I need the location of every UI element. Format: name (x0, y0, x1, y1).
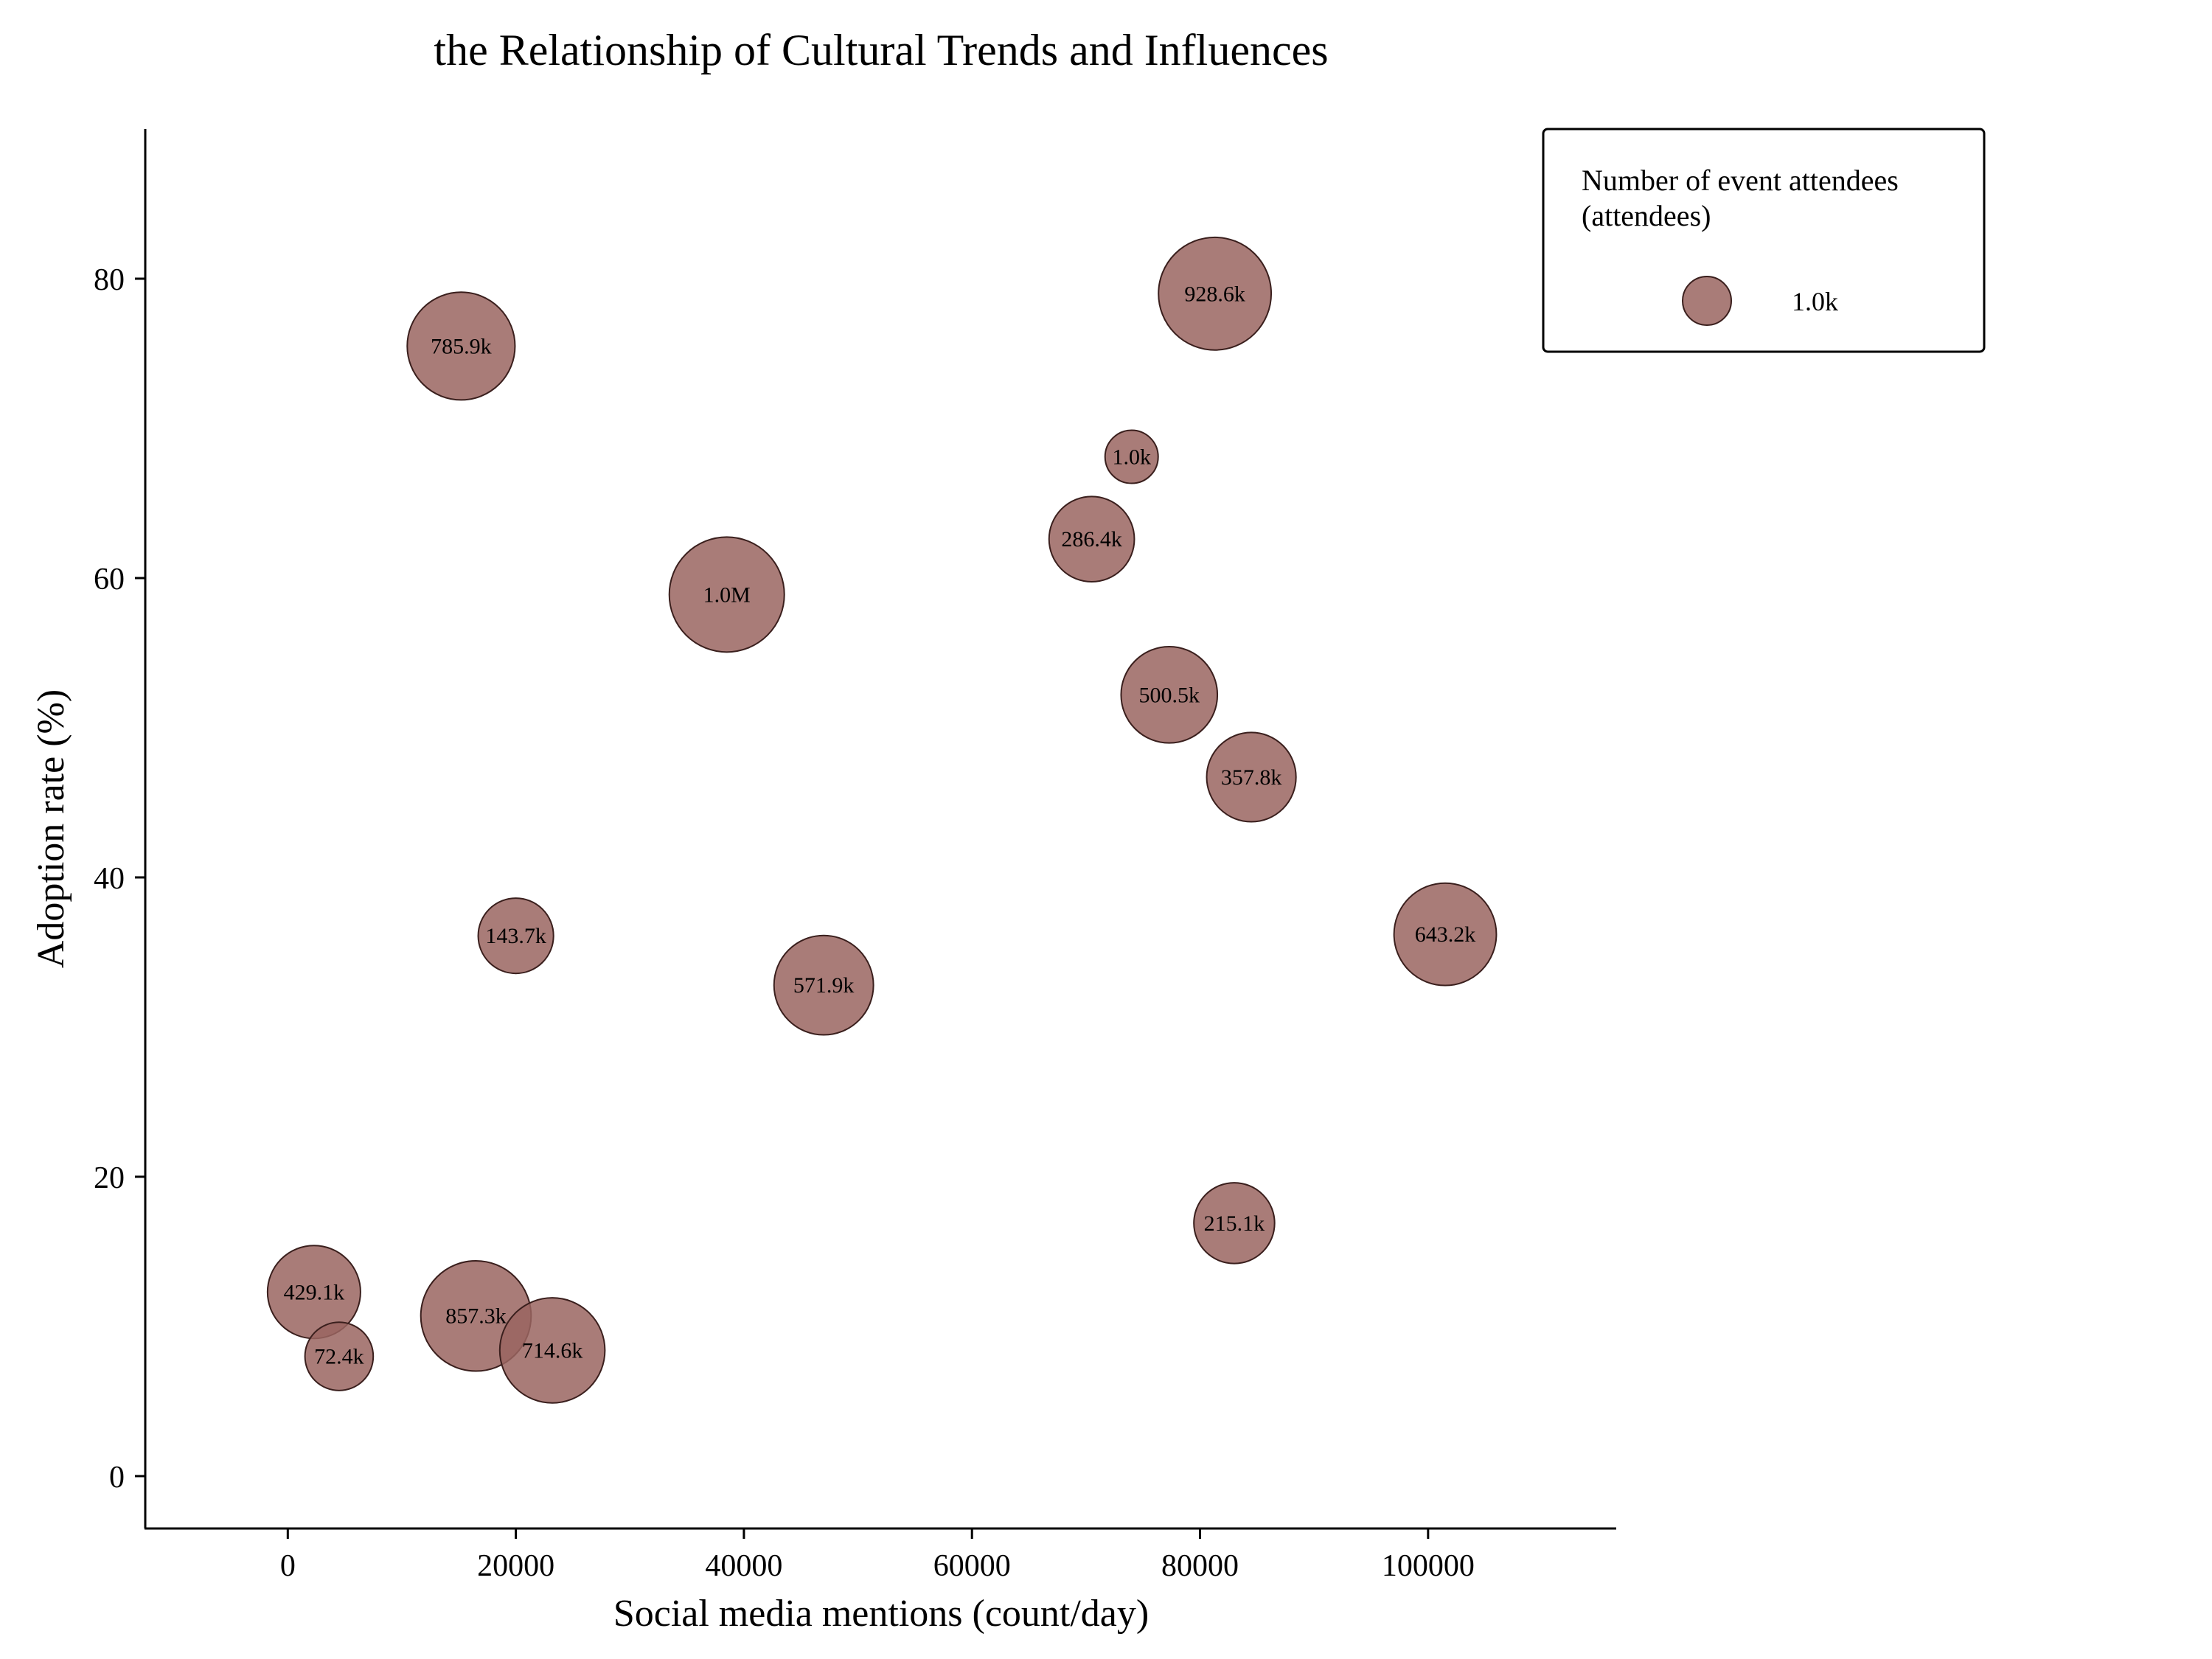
legend-title-line1: Number of event attendees (1582, 164, 1899, 197)
bubble-data-label: 714.6k (522, 1338, 583, 1363)
bubble-series: 785.9k 928.6k 1.0k 286.4k 1.0M 500.5k 357.8k 64… (266, 236, 1498, 1404)
y-tick-label: 80 (94, 263, 125, 297)
x-tick-label: 40000 (705, 1549, 782, 1583)
bubble-point (1104, 429, 1159, 484)
bubble-point (1193, 1182, 1276, 1265)
bubble-point (477, 897, 554, 975)
bubble-data-label: 286.4k (1061, 527, 1122, 552)
bubble-data-label: 215.1k (1204, 1211, 1265, 1236)
legend-marker (1682, 276, 1732, 326)
legend: Number of event attendees (attendees) 1.… (1542, 128, 1986, 353)
y-tick-label: 20 (94, 1161, 125, 1195)
bubble-data-label: 429.1k (284, 1280, 345, 1304)
bubble-point (406, 291, 516, 401)
y-tick-label: 40 (94, 862, 125, 896)
bubble-data-label: 72.4k (314, 1345, 364, 1369)
bubble-data-label: 357.8k (1221, 765, 1282, 790)
bubble-point (1120, 646, 1219, 744)
bubble-point (1393, 882, 1498, 987)
x-ticks: 0 20000 40000 60000 80000 100000 (280, 1528, 1475, 1583)
bubble-point (773, 934, 874, 1036)
y-tick-label: 0 (109, 1461, 125, 1495)
bubble-data-label: 143.7k (485, 924, 546, 948)
bubble-data-label: 928.6k (1184, 282, 1245, 306)
y-ticks: 0 20 40 60 80 (94, 263, 145, 1495)
bubble-point (1206, 731, 1297, 823)
y-axis-label: Adoption rate (%) (30, 689, 72, 968)
chart-title: the Relationship of Cultural Trends and … (434, 26, 1328, 74)
legend-box (1542, 128, 1986, 353)
bubble-point (498, 1297, 606, 1404)
bubble-data-label: 857.3k (445, 1304, 507, 1329)
x-tick-label: 60000 (933, 1549, 1011, 1583)
x-tick-label: 100000 (1382, 1549, 1475, 1583)
bubble-point (1158, 236, 1273, 351)
x-tick-label: 80000 (1161, 1549, 1239, 1583)
bubble-point (1048, 495, 1135, 583)
x-tick-label: 0 (280, 1549, 296, 1583)
y-tick-label: 60 (94, 563, 125, 597)
bubble-data-label: 643.2k (1415, 922, 1476, 947)
bubble-data-label: 785.9k (431, 334, 492, 358)
x-tick-label: 20000 (477, 1549, 554, 1583)
bubble-point (304, 1321, 375, 1391)
legend-title-line2: (attendees) (1582, 199, 1711, 232)
bubble-data-label: 1.0M (703, 582, 751, 607)
bubble-data-label: 571.9k (793, 973, 855, 998)
bubble-data-label: 1.0k (1112, 445, 1151, 470)
bubble-data-label: 500.5k (1139, 683, 1200, 707)
legend-entry-label: 1.0k (1792, 287, 1838, 316)
bubble-point (668, 536, 785, 653)
axes (144, 129, 1616, 1530)
x-axis-label: Social media mentions (count/day) (613, 1593, 1149, 1635)
